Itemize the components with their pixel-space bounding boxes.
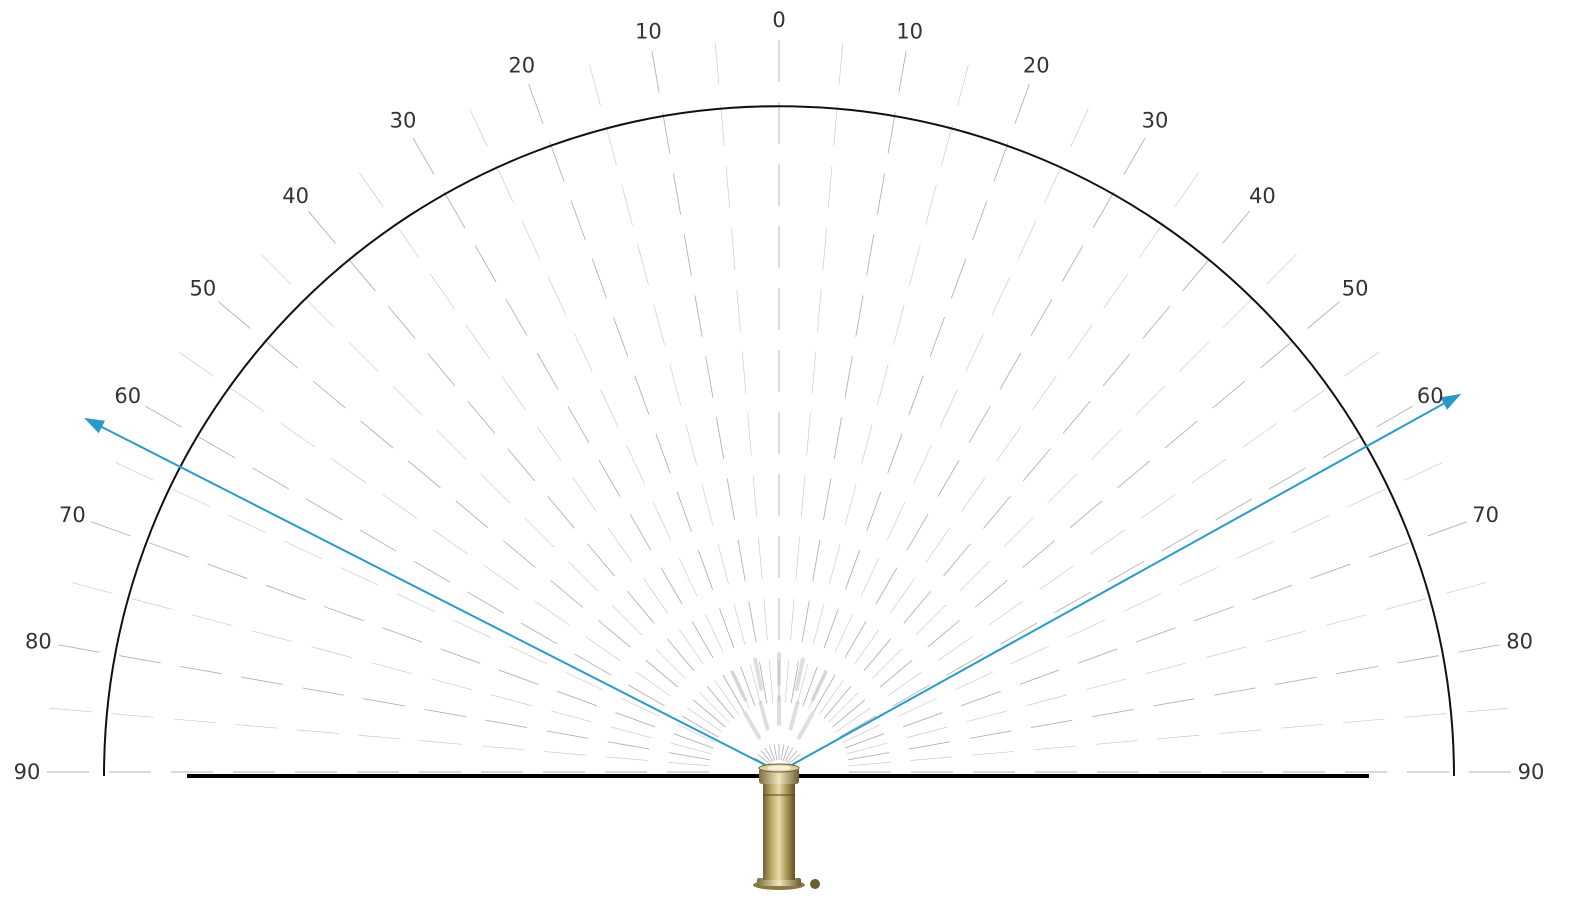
tick-label-0: 0 (772, 8, 785, 32)
grid-line (36, 706, 710, 767)
tick-label-left-70: 70 (59, 503, 86, 527)
grid-line (832, 292, 1350, 728)
near-ray (786, 750, 798, 764)
grid-line (168, 344, 722, 733)
tick-label-left-10: 10 (635, 19, 662, 43)
grid-line (251, 244, 730, 723)
grid-line (796, 52, 973, 705)
grid-line (585, 52, 762, 705)
near-ray (769, 745, 776, 761)
grid-line (846, 578, 1499, 755)
tick-label-right-90: 90 (1518, 760, 1545, 784)
tick-label-right-70: 70 (1472, 503, 1499, 527)
tick-label-left-60: 60 (114, 384, 141, 408)
grid-line (802, 71, 1035, 707)
near-ray-glow (743, 711, 761, 740)
beam-arrowhead-right (1440, 393, 1462, 410)
grid-line (784, 29, 845, 703)
grid-line (813, 126, 1152, 712)
tick-label-left-90: 90 (14, 760, 41, 784)
grid-line (59, 578, 712, 755)
grid-line (808, 96, 1095, 709)
near-ray (784, 747, 794, 762)
grid-line (828, 244, 1307, 723)
beam-boundary-arc (103, 105, 1455, 777)
grid-line (208, 292, 726, 728)
near-ray (764, 747, 774, 762)
tick-label-left-50: 50 (190, 277, 217, 301)
near-ray-glow (797, 711, 815, 740)
grid-line (842, 456, 1455, 743)
tick-label-right-50: 50 (1342, 277, 1369, 301)
grid-line (406, 126, 745, 712)
near-ray (782, 745, 789, 761)
tick-label-left-40: 40 (282, 184, 309, 208)
near-ray-glow (753, 657, 764, 691)
near-ray-glow (788, 700, 800, 731)
grid-line (649, 38, 768, 704)
grid-line (463, 96, 750, 709)
grid-line (818, 161, 1207, 715)
grid-line (848, 706, 1522, 767)
near-ray-glow (794, 657, 805, 691)
grid-line (351, 161, 740, 715)
grid-line (523, 71, 756, 707)
beam-arrowhead-left (84, 417, 105, 434)
tick-label-right-10: 10 (896, 19, 923, 43)
near-ray (760, 750, 772, 764)
grid-line (823, 201, 1259, 719)
tick-label-right-20: 20 (1023, 53, 1050, 77)
grid-line (133, 399, 719, 738)
tick-label-right-30: 30 (1142, 109, 1169, 133)
tick-label-right-40: 40 (1249, 184, 1276, 208)
grid-line (45, 642, 711, 761)
tick-label-left-80: 80 (25, 629, 52, 653)
grid-line (103, 456, 716, 743)
grid-line (713, 29, 774, 703)
grid-line (836, 344, 1390, 733)
angle-tick-labels: 0 10 20 30 40 50 60 70 80 90 10 20 30 40 50 60 70 80 90 (14, 8, 1545, 784)
grid-line (839, 399, 1425, 738)
beam-ray-right (790, 401, 1446, 767)
near-ray (787, 753, 801, 765)
near-source-rays (730, 652, 828, 767)
grid-line (847, 642, 1513, 761)
brass-inground-light-fixture-icon (753, 763, 820, 890)
grid-line (844, 516, 1480, 749)
grid-line (299, 201, 735, 719)
near-ray (757, 753, 771, 765)
grid-line (78, 516, 714, 749)
beam-angle-rays (84, 393, 1462, 767)
beam-ray-left (99, 425, 767, 767)
tick-label-left-30: 30 (390, 109, 417, 133)
tick-label-right-60: 60 (1417, 384, 1444, 408)
grid-line (790, 38, 909, 704)
tick-label-left-20: 20 (508, 53, 535, 77)
near-ray (780, 744, 785, 761)
angle-grid-lines (34, 27, 1524, 773)
near-ray-glow (730, 670, 748, 702)
near-ray-glow (810, 670, 828, 702)
near-ray (773, 744, 778, 761)
near-ray-glow (758, 700, 770, 731)
tick-label-right-80: 80 (1506, 629, 1533, 653)
